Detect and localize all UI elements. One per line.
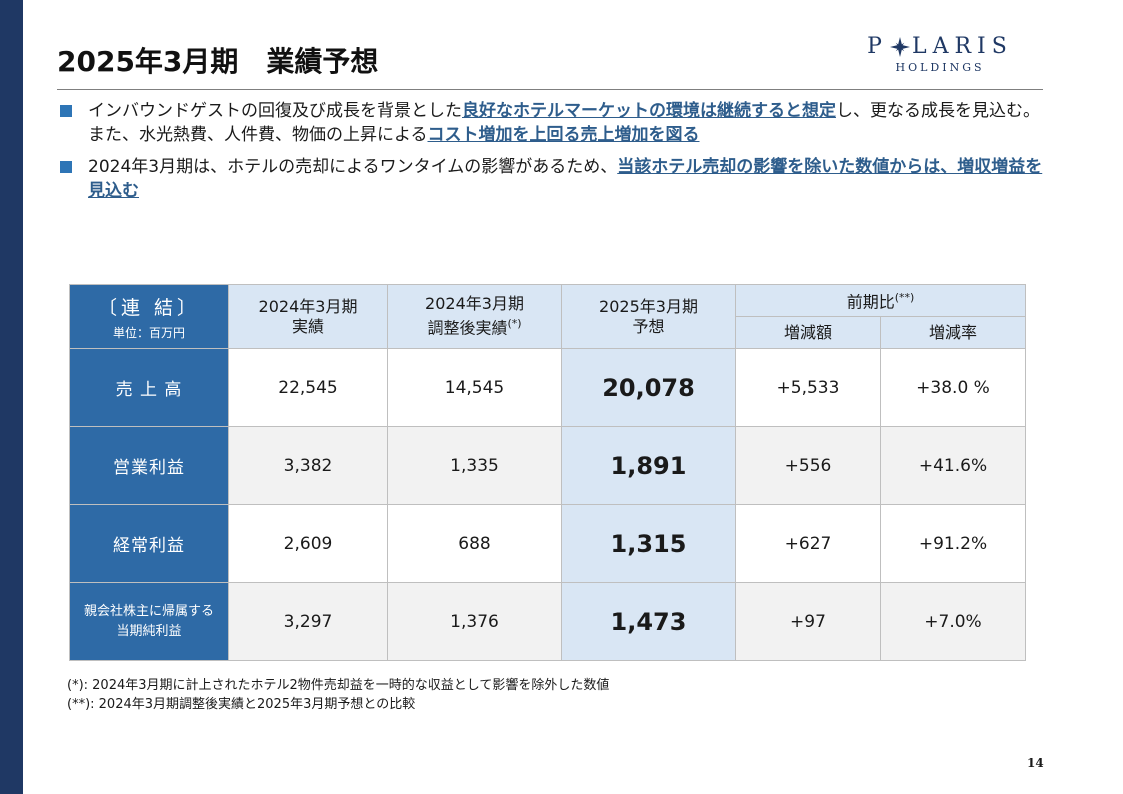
cell-adjusted: 1,376 bbox=[387, 582, 562, 661]
cell-diff: +5,533 bbox=[735, 348, 881, 427]
bullet-highlight: 当該ホテル売却の影響を除いた数値からは、増収増益を見込む bbox=[88, 157, 1043, 201]
table-row: 親会社株主に帰属する 当期純利益 3,297 1,376 1,473 +97 +… bbox=[69, 582, 1026, 661]
header-fy2024-actual: 2024年3月期 実績 bbox=[228, 284, 388, 349]
bullet-item: インバウンドゲストの回復及び成長を背景とした良好なホテルマーケットの環境は継続す… bbox=[60, 99, 1050, 147]
table-row: 営業利益 3,382 1,335 1,891 +556 +41.6% bbox=[69, 426, 1026, 505]
polaris-logo: P LARIS HOLDINGS bbox=[852, 34, 1028, 74]
cell-actual: 22,545 bbox=[228, 348, 388, 427]
header-line: 2024年3月期 bbox=[258, 296, 358, 316]
consolidated-label: 〔連 結〕 bbox=[97, 296, 201, 319]
row-label-operating-income: 営業利益 bbox=[69, 426, 229, 505]
cell-rate: +41.6% bbox=[880, 426, 1026, 505]
cell-diff: +556 bbox=[735, 426, 881, 505]
cell-forecast: 1,891 bbox=[561, 426, 736, 505]
page-title: 2025年3月期 業績予想 bbox=[57, 45, 379, 78]
row-label-line: 親会社株主に帰属する bbox=[83, 603, 214, 619]
logo-letter-p: P bbox=[867, 34, 888, 59]
title-divider bbox=[57, 89, 1043, 90]
bullet-highlight: コスト増加を上回る売上増加を図る bbox=[427, 125, 700, 145]
row-label-line: 当期純利益 bbox=[116, 623, 182, 639]
cell-diff: +627 bbox=[735, 504, 881, 583]
footnote-mark: (*) bbox=[507, 317, 522, 331]
star-icon bbox=[889, 36, 910, 57]
cell-rate: +7.0% bbox=[880, 582, 1026, 661]
header-fy2025-forecast: 2025年3月期 予想 bbox=[561, 284, 736, 349]
bullet-list: インバウンドゲストの回復及び成長を背景とした良好なホテルマーケットの環境は継続す… bbox=[60, 99, 1050, 211]
table-corner-header: 〔連 結〕 単位：百万円 bbox=[69, 284, 229, 349]
bullet-square-icon bbox=[60, 105, 72, 117]
cell-adjusted: 14,545 bbox=[387, 348, 562, 427]
cell-actual: 2,609 bbox=[228, 504, 388, 583]
bullet-square-icon bbox=[60, 161, 72, 173]
footnote-mark: (**) bbox=[894, 291, 915, 305]
header-fy2024-adjusted: 2024年3月期 調整後実績(*) bbox=[387, 284, 562, 349]
page-number: 14 bbox=[1027, 756, 1044, 770]
table-row: 売 上 高 22,545 14,545 20,078 +5,533 +38.0 … bbox=[69, 348, 1026, 427]
header-change-rate: 増減率 bbox=[880, 316, 1026, 349]
forecast-table: 〔連 結〕 単位：百万円 2024年3月期 実績 2024年3月期 調整後実績(… bbox=[69, 284, 1026, 661]
cell-actual: 3,382 bbox=[228, 426, 388, 505]
cell-rate: +38.0 % bbox=[880, 348, 1026, 427]
cell-diff: +97 bbox=[735, 582, 881, 661]
bullet-text: 2024年3月期は、ホテルの売却によるワンタイムの影響があるため、 bbox=[88, 157, 618, 177]
row-label-net-income: 親会社株主に帰属する 当期純利益 bbox=[69, 582, 229, 661]
unit-label: 単位：百万円 bbox=[112, 325, 185, 340]
header-line: 予想 bbox=[632, 316, 665, 336]
header-line: 実績 bbox=[291, 316, 324, 336]
logo-letters-laris: LARIS bbox=[911, 34, 1013, 59]
footnotes: (*): 2024年3月期に計上されたホテル2物件売却益を一時的な収益として影響… bbox=[67, 676, 609, 714]
header-compare-label: 前期比 bbox=[846, 292, 895, 312]
logo-subtitle: HOLDINGS bbox=[895, 61, 985, 74]
header-line: 2025年3月期 bbox=[599, 296, 698, 316]
cell-adjusted: 688 bbox=[387, 504, 562, 583]
footnote: (**): 2024年3月期調整後実績と2025年3月期予想との比較 bbox=[67, 697, 416, 712]
row-label-sales: 売 上 高 bbox=[69, 348, 229, 427]
header-change-amount: 増減額 bbox=[735, 316, 881, 349]
bullet-item: 2024年3月期は、ホテルの売却によるワンタイムの影響があるため、当該ホテル売却… bbox=[60, 155, 1050, 203]
header-yoy-comparison: 前期比(**) bbox=[735, 284, 1026, 317]
cell-rate: +91.2% bbox=[880, 504, 1026, 583]
cell-forecast: 1,473 bbox=[561, 582, 736, 661]
cell-actual: 3,297 bbox=[228, 582, 388, 661]
row-label-ordinary-income: 経常利益 bbox=[69, 504, 229, 583]
header-line: 2024年3月期 bbox=[425, 294, 524, 314]
table-row: 経常利益 2,609 688 1,315 +627 +91.2% bbox=[69, 504, 1026, 583]
cell-adjusted: 1,335 bbox=[387, 426, 562, 505]
cell-forecast: 20,078 bbox=[561, 348, 736, 427]
left-sidebar-band bbox=[0, 0, 23, 794]
bullet-text: インバウンドゲストの回復及び成長を背景とした bbox=[88, 101, 462, 121]
bullet-highlight: 良好なホテルマーケットの環境は継続すると想定 bbox=[462, 101, 836, 121]
footnote: (*): 2024年3月期に計上されたホテル2物件売却益を一時的な収益として影響… bbox=[67, 678, 610, 693]
cell-forecast: 1,315 bbox=[561, 504, 736, 583]
bullet-text: し、更なる成長を見込む。また、水光熱費、人件費、物価の上昇による bbox=[88, 101, 1040, 145]
header-line: 調整後実績 bbox=[427, 318, 508, 338]
